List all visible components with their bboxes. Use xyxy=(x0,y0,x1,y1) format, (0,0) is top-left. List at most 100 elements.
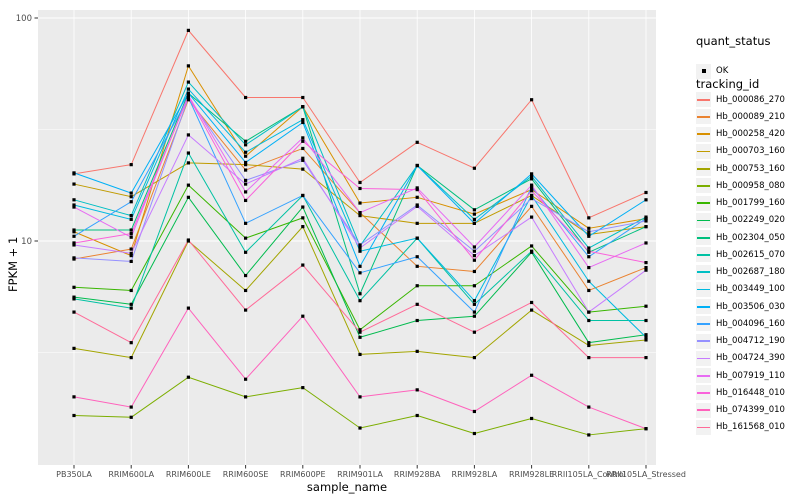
legend-item-label: Hb_161568_010 xyxy=(716,422,785,433)
data-point xyxy=(587,249,591,253)
data-point xyxy=(244,250,248,254)
data-point xyxy=(244,182,248,186)
data-point xyxy=(72,295,76,299)
legend-item-Hb_000258_420: Hb_000258_420 xyxy=(696,126,785,143)
legend-item-Hb_000703_160: Hb_000703_160 xyxy=(696,143,785,160)
data-point xyxy=(530,244,534,248)
data-point xyxy=(530,172,534,176)
data-point xyxy=(301,136,305,140)
data-point xyxy=(244,221,248,225)
data-point xyxy=(530,416,534,421)
data-point xyxy=(129,254,133,258)
legend-item-label: Hb_002687_180 xyxy=(716,267,785,278)
legend-item-Hb_000753_160: Hb_000753_160 xyxy=(696,160,785,177)
data-point xyxy=(244,395,248,399)
data-point xyxy=(244,163,248,167)
data-point xyxy=(358,335,362,339)
legend-key xyxy=(696,333,711,349)
x-tick-label-RRIM600SE: RRIM600SE xyxy=(223,470,269,479)
legend-item-label: Hb_000703_160 xyxy=(716,146,785,157)
data-point xyxy=(587,234,591,238)
legend-line-swatch xyxy=(697,185,710,187)
data-point xyxy=(472,409,476,414)
legend-line-swatch xyxy=(697,271,710,273)
legend-item-Hb_004096_160: Hb_004096_160 xyxy=(696,315,785,332)
data-point xyxy=(186,183,190,187)
data-point xyxy=(587,216,591,220)
data-point xyxy=(358,330,362,334)
legend-item-label: Hb_000086_270 xyxy=(716,94,785,105)
data-point xyxy=(244,273,248,278)
data-point xyxy=(358,211,362,215)
data-point xyxy=(644,318,648,323)
legend-item-label: Hb_000258_420 xyxy=(716,129,785,140)
data-point xyxy=(129,217,133,221)
legend-key xyxy=(696,419,711,435)
x-tick-label-RRII105LA_Control: RRII105LA_Control xyxy=(552,470,626,479)
legend-item-label: Hb_074399_010 xyxy=(716,405,785,416)
data-point xyxy=(129,235,133,239)
data-point xyxy=(587,343,591,348)
data-point xyxy=(358,264,362,268)
data-point xyxy=(72,285,76,289)
data-point xyxy=(129,306,133,310)
data-point xyxy=(644,356,648,360)
data-point xyxy=(530,193,534,198)
data-point xyxy=(301,105,305,109)
x-tick-label-RRIM600LE: RRIM600LE xyxy=(166,470,211,479)
data-point xyxy=(186,28,190,32)
data-point xyxy=(530,249,534,253)
legend-key xyxy=(696,195,711,211)
data-point xyxy=(129,259,133,264)
legend-line-swatch xyxy=(697,167,710,170)
data-point xyxy=(358,186,362,191)
x-tick-label-RRIM928BA: RRIM928BA xyxy=(394,470,441,479)
data-point xyxy=(472,166,476,170)
legend-item-Hb_000958_080: Hb_000958_080 xyxy=(696,177,785,194)
data-point xyxy=(301,158,305,162)
legend-line-swatch xyxy=(697,116,710,118)
data-point xyxy=(415,140,419,144)
data-point xyxy=(644,335,648,339)
data-point xyxy=(587,433,591,437)
legend-line-swatch xyxy=(697,202,710,204)
data-point xyxy=(644,268,648,272)
legend-key xyxy=(696,178,711,194)
legend-item-label: Hb_016448_010 xyxy=(716,387,785,398)
data-point xyxy=(186,306,190,310)
data-point xyxy=(530,308,534,312)
x-tick-label-RRIM600LA: RRIM600LA xyxy=(108,470,154,479)
legend-item-Hb_004712_190: Hb_004712_190 xyxy=(696,333,785,350)
legend-key xyxy=(696,143,711,159)
data-point xyxy=(415,204,419,208)
legend-key xyxy=(696,299,711,315)
data-point xyxy=(644,333,648,337)
legend-item-Hb_007919_110: Hb_007919_110 xyxy=(696,367,785,384)
data-point xyxy=(129,288,133,293)
data-point xyxy=(301,205,305,209)
data-point xyxy=(644,338,648,342)
data-point xyxy=(186,91,190,95)
legend-item-Hb_004724_390: Hb_004724_390 xyxy=(696,350,785,367)
data-point xyxy=(415,236,419,240)
data-point xyxy=(301,263,305,267)
data-point xyxy=(301,386,305,390)
data-point xyxy=(72,198,76,202)
data-point xyxy=(244,154,248,158)
data-point xyxy=(129,200,133,204)
data-point xyxy=(587,265,591,270)
data-point xyxy=(644,241,648,245)
data-point xyxy=(530,196,534,201)
data-point xyxy=(358,213,362,218)
legend-item-label: Hb_004096_160 xyxy=(716,318,785,329)
x-tick-label-RRIM928LE: RRIM928LE xyxy=(509,470,554,479)
legend-key xyxy=(696,247,711,263)
data-point xyxy=(472,330,476,334)
data-point xyxy=(358,299,362,303)
data-point xyxy=(129,191,133,195)
data-point xyxy=(415,221,419,225)
data-point xyxy=(472,431,476,436)
data-point xyxy=(415,186,419,190)
data-point xyxy=(472,284,476,288)
legend-line-swatch xyxy=(697,426,710,429)
